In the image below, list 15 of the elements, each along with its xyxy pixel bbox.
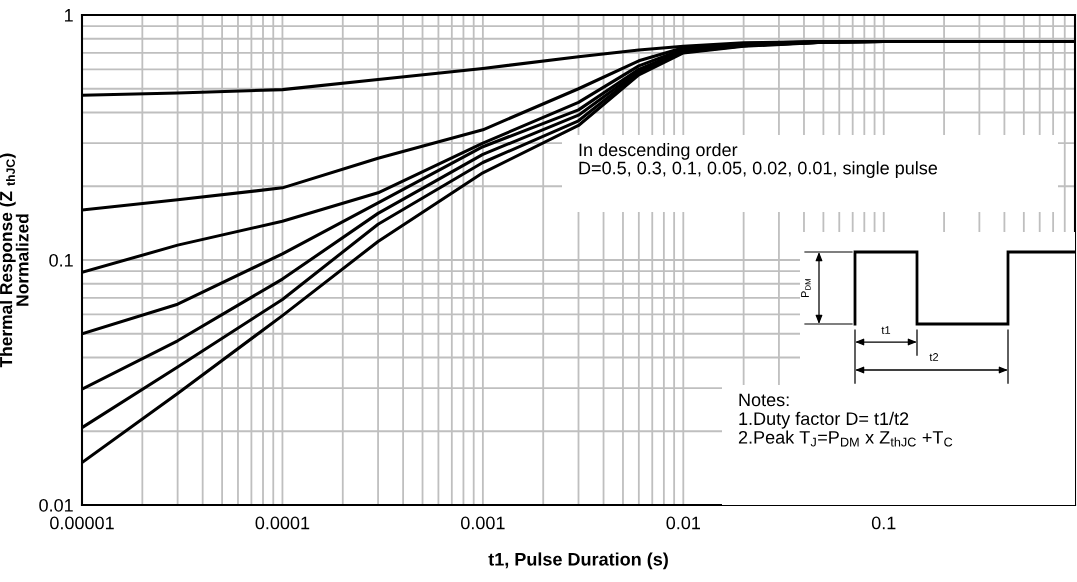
y-tick-label: 0.1 xyxy=(49,253,73,267)
annotation: t2 xyxy=(929,353,939,361)
annotation: t1 xyxy=(881,326,891,334)
y-tick-label: 1 xyxy=(65,9,73,22)
x-axis-title: t1, Pulse Duration (s) xyxy=(488,552,668,570)
annotation: In descending order D=0.5, 0.3, 0.1, 0.05, 0.02, 0.01, single pulse xyxy=(579,143,938,178)
text: Notes: 1.Duty factor D= t1/t2 2.Peak T$_{J}$=P$_{DM}$ x Z$_{thJC}$ +T$_{C}$ xyxy=(738,393,953,447)
x-tick-label: 0.1 xyxy=(871,516,896,530)
x-tick-label: 0.0001 xyxy=(255,516,310,530)
text: Thermal Response (Z $_{thJC}$) Normalized xyxy=(0,153,29,368)
x-tick-label: 0.00001 xyxy=(50,516,114,530)
y-tick-label: 0.01 xyxy=(39,498,73,512)
x-tick-label: 0.001 xyxy=(460,516,505,530)
x-tick-label: 0.01 xyxy=(666,516,700,530)
annotation: P$_{DM}$ xyxy=(801,279,811,298)
